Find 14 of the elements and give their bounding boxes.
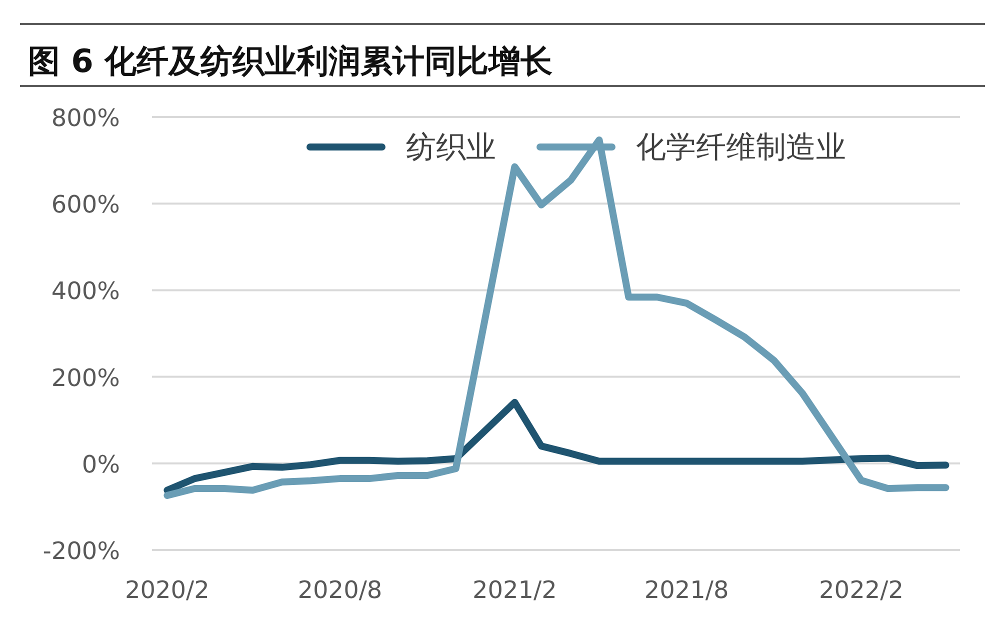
x-tick-label: 2021/2 bbox=[472, 576, 557, 604]
y-tick-label: 600% bbox=[51, 190, 120, 219]
x-tick-label: 2020/2 bbox=[124, 576, 210, 604]
y-tick-label: 200% bbox=[51, 364, 120, 392]
legend-label: 化学纤维制造业 bbox=[636, 130, 846, 165]
chart-title: 图 6 化纤及纺织业利润累计同比增长 bbox=[28, 42, 553, 80]
y-tick-label: -200% bbox=[42, 537, 120, 565]
y-tick-label: 800% bbox=[51, 104, 120, 132]
x-tick-label: 2021/8 bbox=[644, 576, 729, 604]
x-tick-label: 2020/8 bbox=[298, 576, 382, 604]
y-tick-label: 400% bbox=[51, 277, 120, 306]
y-tick-label: 0% bbox=[82, 450, 120, 478]
x-tick-label: 2022/2 bbox=[819, 576, 904, 604]
legend-label: 纺织业 bbox=[406, 130, 496, 165]
